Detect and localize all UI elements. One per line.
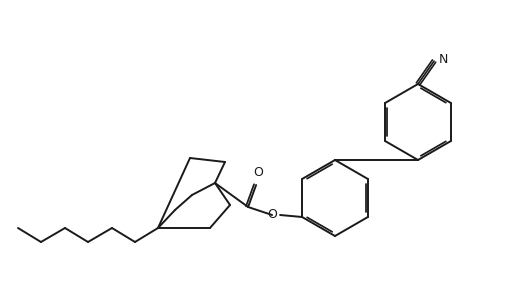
Text: O: O [267,208,277,221]
Text: N: N [439,53,449,65]
Text: O: O [253,166,263,179]
